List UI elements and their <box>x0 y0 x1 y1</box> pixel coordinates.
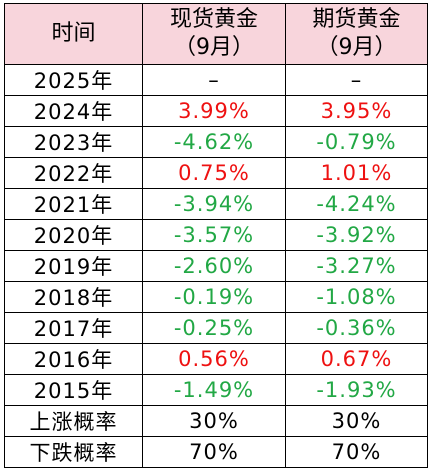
header-futures-gold: 期货黄金 （9月） <box>285 3 428 65</box>
table-row: 2021年 -3.94% -4.24% <box>4 188 428 220</box>
table-row: 2018年 -0.19% -1.08% <box>4 281 428 313</box>
table-body: 2025年 – –2024年 3.99% 3.95% 2023年 -4.62% -0.79% 2… <box>4 64 428 468</box>
probability-label-cell: 上涨概率 <box>4 405 143 437</box>
table-row: 2020年 -3.57% -3.92% <box>4 219 428 251</box>
spot-return-cell: -4.62% <box>142 126 286 158</box>
spot-return-cell: -3.57% <box>142 219 286 251</box>
spot-return-cell: -3.94% <box>142 188 286 220</box>
futures-return-cell: 0.67% <box>285 343 428 375</box>
year-cell: 2015年 <box>4 374 143 406</box>
table-row: 2015年 -1.49% -1.93% <box>4 374 428 406</box>
futures-return-cell: – <box>285 64 428 96</box>
table-row: 2025年 – – <box>4 64 428 96</box>
summary-row: 下跌概率 70% 70% <box>4 436 428 468</box>
table-header: 时间 现货黄金 （9月） 期货黄金 （9月） <box>4 3 428 65</box>
spot-probability-cell: 70% <box>142 436 286 468</box>
futures-probability-cell: 70% <box>285 436 428 468</box>
year-cell: 2018年 <box>4 281 143 313</box>
spot-return-cell: -2.60% <box>142 250 286 282</box>
futures-return-cell: -3.92% <box>285 219 428 251</box>
futures-return-cell: -0.79% <box>285 126 428 158</box>
header-spot-month: （9月） <box>174 35 254 60</box>
probability-label-cell: 下跌概率 <box>4 436 143 468</box>
table-row: 2023年 -4.62% -0.79% <box>4 126 428 158</box>
header-time-label: 时间 <box>51 21 96 46</box>
futures-return-cell: -1.93% <box>285 374 428 406</box>
year-cell: 2025年 <box>4 64 143 96</box>
year-cell: 2020年 <box>4 219 143 251</box>
table-row: 2024年 3.99% 3.95% <box>4 95 428 127</box>
futures-return-cell: -4.24% <box>285 188 428 220</box>
futures-return-cell: -1.08% <box>285 281 428 313</box>
year-cell: 2021年 <box>4 188 143 220</box>
spot-return-cell: 3.99% <box>142 95 286 127</box>
gold-september-returns-table: 时间 现货黄金 （9月） 期货黄金 （9月） 2025年 – –2024年 3.99%… <box>4 3 428 468</box>
header-futures-title: 期货黄金 <box>312 7 401 32</box>
table-row: 2022年 0.75% 1.01% <box>4 157 428 189</box>
year-cell: 2022年 <box>4 157 143 189</box>
header-spot-gold: 现货黄金 （9月） <box>142 3 286 65</box>
futures-return-cell: -0.36% <box>285 312 428 344</box>
table-row: 2019年 -2.60% -3.27% <box>4 250 428 282</box>
spot-return-cell: 0.56% <box>142 343 286 375</box>
year-cell: 2017年 <box>4 312 143 344</box>
spot-return-cell: 0.75% <box>142 157 286 189</box>
futures-return-cell: 3.95% <box>285 95 428 127</box>
header-futures-month: （9月） <box>316 35 397 60</box>
year-cell: 2019年 <box>4 250 143 282</box>
futures-probability-cell: 30% <box>285 405 428 437</box>
year-cell: 2016年 <box>4 343 143 375</box>
table-row: 2017年 -0.25% -0.36% <box>4 312 428 344</box>
spot-probability-cell: 30% <box>142 405 286 437</box>
table-row: 2016年 0.56% 0.67% <box>4 343 428 375</box>
header-row: 时间 现货黄金 （9月） 期货黄金 （9月） <box>4 3 428 65</box>
futures-return-cell: -3.27% <box>285 250 428 282</box>
year-cell: 2023年 <box>4 126 143 158</box>
spot-return-cell: – <box>142 64 286 96</box>
header-time: 时间 <box>4 3 143 65</box>
futures-return-cell: 1.01% <box>285 157 428 189</box>
summary-row: 上涨概率 30% 30% <box>4 405 428 437</box>
spot-return-cell: -0.19% <box>142 281 286 313</box>
header-spot-title: 现货黄金 <box>169 7 258 32</box>
spot-return-cell: -0.25% <box>142 312 286 344</box>
year-cell: 2024年 <box>4 95 143 127</box>
spot-return-cell: -1.49% <box>142 374 286 406</box>
